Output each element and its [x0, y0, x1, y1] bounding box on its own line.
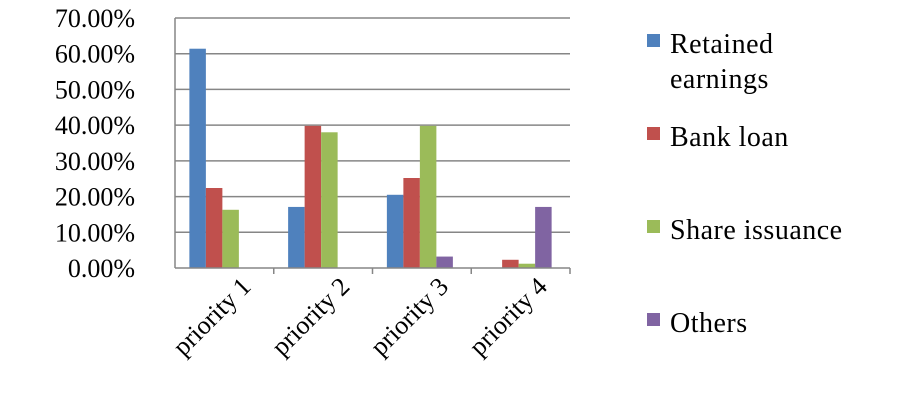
bar-2-1: [321, 132, 338, 268]
y-tick-label: 60.00%: [55, 40, 135, 69]
legend-swatch: [647, 127, 660, 140]
bar-0-0: [189, 48, 206, 268]
y-tick-label: 10.00%: [55, 218, 135, 247]
legend-swatch: [647, 34, 660, 47]
legend-label: Bank loan: [670, 122, 789, 153]
y-tick-label: 70.00%: [55, 4, 135, 33]
bar-2-2: [419, 125, 437, 268]
bar-1-0: [205, 188, 223, 268]
x-axis-category-labels: priority 1 priority 2 priority 3 priority 4: [167, 272, 553, 361]
x-category-label: priority 2: [266, 272, 355, 361]
legend-label: earnings: [670, 64, 769, 95]
legend-label: Retained: [670, 29, 774, 60]
y-tick-label: 0.00%: [68, 254, 135, 283]
y-tick-label: 50.00%: [55, 75, 135, 104]
bar-3-2: [436, 256, 453, 268]
legend-swatch: [647, 220, 660, 233]
bar-1-3: [502, 259, 519, 268]
y-tick-label: 40.00%: [55, 111, 135, 140]
x-category-label: priority 4: [463, 272, 552, 361]
bar-2-0: [222, 209, 239, 268]
x-category-label: priority 3: [365, 272, 454, 361]
x-category-label: priority 1: [167, 272, 256, 361]
legend-label: Others: [670, 308, 748, 339]
y-tick-label: 20.00%: [55, 183, 135, 212]
bars: [189, 48, 552, 268]
bar-3-3: [535, 206, 552, 268]
x-axis: [174, 18, 571, 274]
y-axis-tick-labels: 0.00% 10.00% 20.00% 30.00% 40.00% 50.00% 60.00…: [55, 4, 135, 283]
bar-1-1: [304, 125, 322, 268]
legend: Retained earnings Bank loan Share issuance O…: [647, 29, 843, 339]
bar-1-2: [403, 178, 420, 268]
y-tick-label: 30.00%: [55, 147, 135, 176]
bar-2-3: [518, 263, 536, 268]
legend-label: Share issuance: [670, 215, 843, 246]
bar-0-1: [288, 206, 305, 268]
bar-0-2: [386, 194, 404, 268]
gridlines: [175, 17, 570, 234]
legend-swatch: [647, 313, 660, 326]
